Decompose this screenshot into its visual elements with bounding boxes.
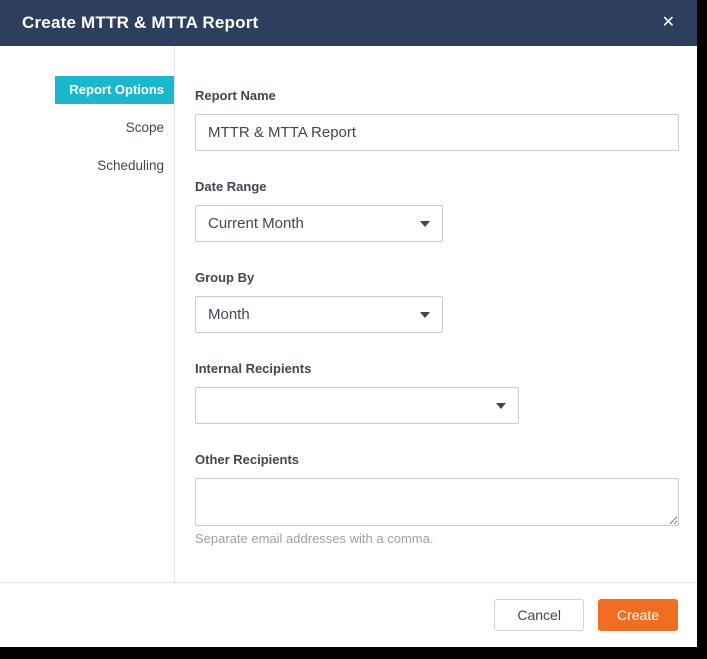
other-recipients-label: Other Recipients [195,452,300,467]
report-name-input[interactable] [195,114,679,151]
chevron-down-icon [420,311,430,318]
report-options-form: Report Name Date Range Current Month Gro… [175,46,697,582]
modal-title: Create MTTR & MTTA Report [22,13,259,32]
sidebar-item-scheduling[interactable]: Scheduling [97,158,164,173]
chevron-down-icon [496,402,506,409]
create-button[interactable]: Create [597,599,678,631]
cancel-button[interactable]: Cancel [494,599,584,631]
date-range-value: Current Month [208,215,304,232]
sidebar: Report Options Scope Scheduling [0,46,175,582]
create-report-modal: Create MTTR & MTTA Report ✕ Report Optio… [0,0,697,647]
internal-recipients-field: Internal Recipients [195,361,679,424]
group-by-field: Group By Month [195,270,679,333]
modal-header: Create MTTR & MTTA Report ✕ [0,0,697,46]
sidebar-item-report-options[interactable]: Report Options [55,76,174,104]
close-icon[interactable]: ✕ [654,9,683,37]
other-recipients-textarea[interactable] [195,478,679,526]
internal-recipients-select[interactable] [195,387,519,424]
date-range-field: Date Range Current Month [195,179,679,242]
date-range-label: Date Range [195,179,267,194]
group-by-select[interactable]: Month [195,296,443,333]
other-recipients-field: Other Recipients Separate email addresse… [195,452,679,546]
report-name-label: Report Name [195,88,276,103]
modal-body: Report Options Scope Scheduling Report N… [0,46,697,582]
sidebar-item-scope[interactable]: Scope [125,120,164,135]
chevron-down-icon [420,220,430,227]
group-by-value: Month [208,306,250,323]
internal-recipients-label: Internal Recipients [195,361,312,376]
modal-footer: Cancel Create [0,582,697,647]
date-range-select[interactable]: Current Month [195,205,443,242]
group-by-label: Group By [195,270,255,285]
report-name-field: Report Name [195,88,679,151]
other-recipients-help: Separate email addresses with a comma. [195,531,434,546]
